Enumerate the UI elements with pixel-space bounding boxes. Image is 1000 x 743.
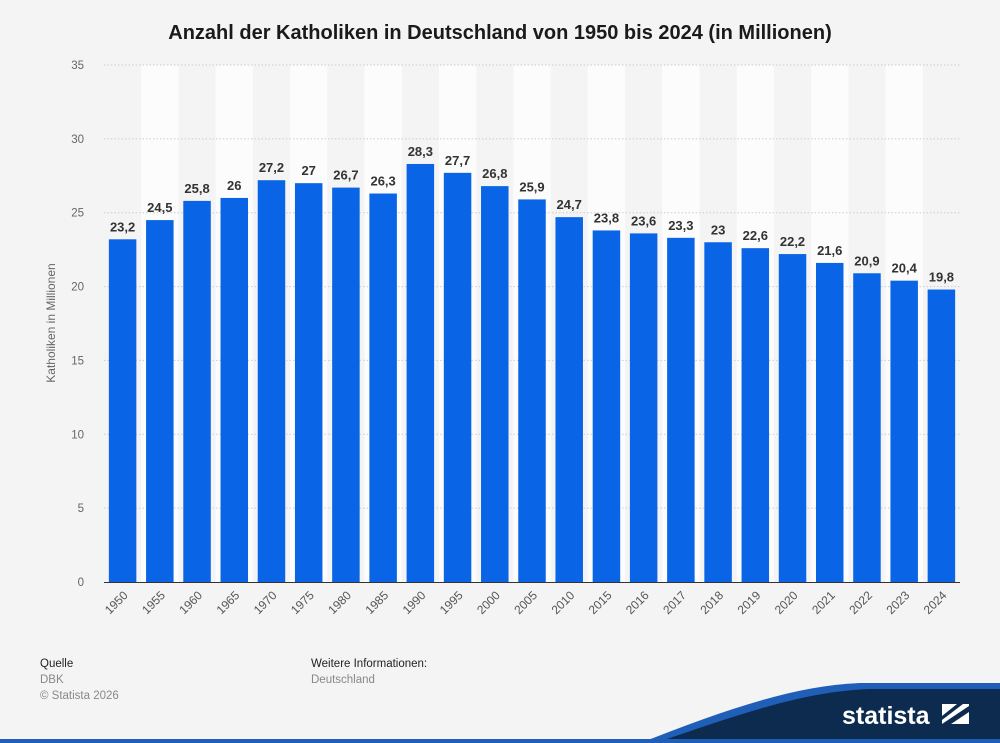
value-labels: 23,2 24,5 25,8 26 27,2 27 26,7 26,3 28,3 27,7 26,8… — [110, 144, 954, 285]
value-label: 22,2 — [780, 234, 805, 249]
value-label: 24,7 — [557, 197, 582, 212]
value-label: 24,5 — [147, 200, 172, 215]
logo-wave — [655, 689, 1000, 743]
x-tick-label: 1950 — [102, 588, 131, 617]
y-tick-labels: 0 5 10 15 20 25 30 35 — [71, 60, 84, 589]
y-tick-label: 35 — [71, 60, 84, 72]
x-tick-label: 2016 — [623, 588, 652, 617]
value-label: 27,2 — [259, 160, 284, 175]
bar — [406, 163, 435, 582]
value-label: 23,8 — [594, 210, 619, 225]
x-tick-label: 2017 — [660, 588, 689, 617]
info-heading: Weitere Informationen: — [311, 658, 428, 670]
bar — [481, 186, 509, 582]
value-label: 26,8 — [482, 166, 507, 181]
value-label: 26,7 — [333, 168, 358, 183]
source-block: Quelle DBK © Statista 2026 — [40, 656, 119, 704]
bar — [294, 183, 323, 582]
x-tick-label: 2018 — [697, 588, 726, 617]
y-tick-label: 25 — [71, 208, 84, 220]
bar — [518, 199, 546, 583]
copyright-text: © Statista 2026 — [40, 690, 119, 702]
bar — [704, 242, 732, 582]
bar — [108, 239, 137, 582]
logo-wave-light — [640, 683, 1000, 743]
x-tick-label: 2020 — [772, 588, 801, 617]
x-tick-label: 1955 — [139, 588, 168, 617]
value-label: 22,6 — [743, 228, 768, 243]
bar — [815, 262, 844, 582]
bars — [108, 163, 956, 583]
y-axis-label: Katholiken in Millionen — [44, 263, 58, 382]
source-text: DBK — [40, 674, 64, 686]
bar — [220, 197, 249, 582]
logo-bottom-line — [0, 739, 1000, 743]
value-label: 23,2 — [110, 219, 135, 234]
y-tick-label: 15 — [71, 355, 84, 367]
y-tick-label: 10 — [71, 429, 84, 441]
x-tick-label: 1985 — [362, 588, 391, 617]
value-label: 25,9 — [519, 179, 544, 194]
x-tick-label: 2021 — [809, 588, 838, 617]
info-block: Weitere Informationen: Deutschland — [311, 656, 427, 688]
x-tick-label: 1975 — [288, 588, 317, 617]
bar — [741, 248, 770, 582]
value-label: 25,8 — [184, 181, 209, 196]
bar — [853, 273, 881, 582]
x-tick-label: 1965 — [214, 588, 243, 617]
value-label: 26,3 — [370, 174, 395, 189]
x-tick-labels: 1950 1955 1960 1965 1970 1975 1980 1985 1990 1995… — [102, 588, 950, 617]
bar — [257, 180, 286, 582]
y-tick-label: 30 — [71, 134, 84, 146]
source-heading: Quelle — [40, 658, 74, 670]
value-label: 23,3 — [668, 218, 693, 233]
bar — [667, 237, 695, 582]
value-label: 27 — [301, 163, 315, 178]
value-label: 23 — [711, 222, 725, 237]
x-tick-label: 2019 — [735, 588, 764, 617]
x-tick-label: 1960 — [176, 588, 205, 617]
bar — [927, 289, 956, 582]
bar — [890, 280, 918, 582]
bar-chart: 0 5 10 15 20 25 30 35 Katholiken in Millionen 2… — [44, 60, 960, 617]
x-tick-label: 2005 — [511, 588, 540, 617]
bar — [555, 217, 583, 582]
x-tick-label: 2000 — [474, 588, 503, 617]
y-tick-label: 5 — [78, 503, 84, 515]
bar — [592, 230, 621, 582]
value-label: 21,6 — [817, 243, 842, 258]
logo-mark-icon — [942, 704, 969, 724]
value-label: 26 — [227, 178, 241, 193]
bar — [183, 200, 211, 582]
bar — [629, 233, 658, 582]
x-tick-label: 1990 — [400, 588, 429, 617]
x-tick-label: 1980 — [325, 588, 354, 617]
x-tick-label: 2010 — [549, 588, 578, 617]
x-tick-label: 1970 — [251, 588, 280, 617]
bar — [443, 172, 472, 582]
bar — [369, 193, 397, 583]
chart-title: Anzahl der Katholiken in Deutschland von… — [168, 22, 832, 44]
value-label: 20,4 — [892, 261, 918, 276]
value-label: 28,3 — [408, 144, 433, 159]
x-tick-label: 2015 — [586, 588, 615, 617]
value-label: 20,9 — [854, 253, 879, 268]
y-tick-label: 0 — [78, 577, 84, 589]
bar — [778, 254, 807, 582]
bar — [332, 187, 360, 583]
value-label: 27,7 — [445, 153, 470, 168]
value-label: 19,8 — [929, 270, 954, 285]
x-tick-label: 1995 — [437, 588, 466, 617]
info-text: Deutschland — [311, 674, 375, 686]
x-tick-label: 2023 — [884, 588, 913, 617]
x-tick-label: 2022 — [846, 588, 875, 617]
x-tick-label: 2024 — [921, 588, 950, 617]
bar — [146, 220, 174, 582]
logo-wordmark: statista — [842, 702, 931, 730]
y-tick-label: 20 — [71, 282, 84, 294]
value-label: 23,6 — [631, 213, 656, 228]
